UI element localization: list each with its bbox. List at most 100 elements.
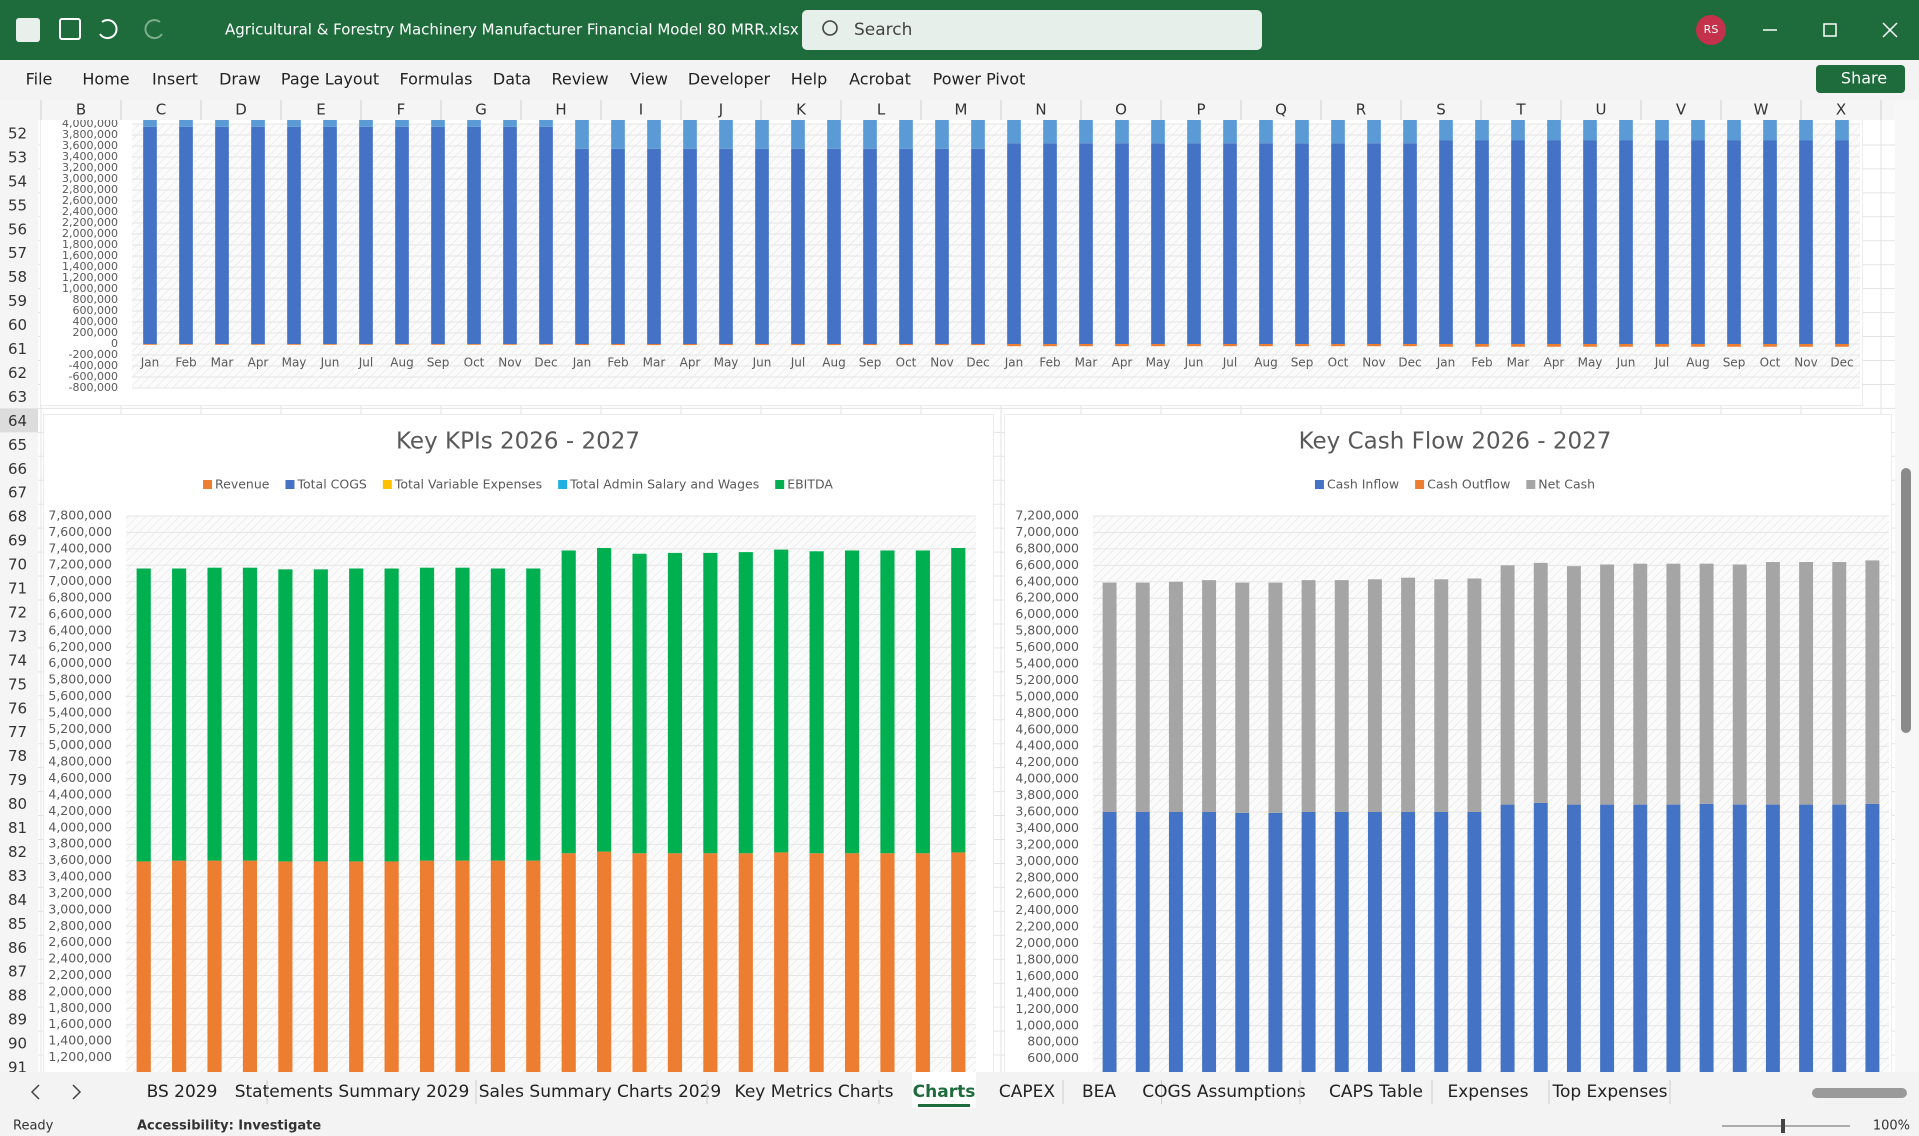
- column-letter[interactable]: T: [1515, 101, 1526, 119]
- search-box[interactable]: [802, 10, 1262, 50]
- menu-item[interactable]: Power Pivot: [933, 70, 1026, 89]
- column-letter[interactable]: S: [1436, 101, 1446, 119]
- row-number[interactable]: 67: [8, 484, 27, 502]
- tab-scroll-buttons[interactable]: [30, 1084, 82, 1100]
- row-number[interactable]: 54: [8, 172, 27, 190]
- row-number[interactable]: 76: [8, 699, 27, 717]
- row-number[interactable]: 52: [8, 124, 27, 142]
- row-number[interactable]: 60: [8, 316, 27, 334]
- row-number[interactable]: 79: [8, 771, 27, 789]
- sheet-tab[interactable]: Key Metrics Charts: [735, 1082, 894, 1102]
- menu-item[interactable]: Page Layout: [281, 70, 379, 89]
- row-number[interactable]: 72: [8, 603, 27, 621]
- row-number[interactable]: 55: [8, 196, 27, 214]
- column-letter[interactable]: O: [1115, 101, 1127, 119]
- sheet-tab[interactable]: Top Expenses: [1551, 1082, 1667, 1102]
- sheet-tab[interactable]: COGS Assumptions: [1142, 1082, 1306, 1102]
- column-letter[interactable]: X: [1836, 101, 1846, 119]
- sheet-tab[interactable]: CAPEX: [999, 1082, 1055, 1102]
- row-number[interactable]: 58: [8, 268, 27, 286]
- redo-button[interactable]: [144, 19, 163, 40]
- sheet-tab[interactable]: Statements Summary 2029: [235, 1082, 470, 1102]
- menu-item[interactable]: File: [26, 70, 53, 89]
- row-number[interactable]: 90: [8, 1035, 27, 1053]
- sheet-tab[interactable]: Sales Summary Charts 2029: [479, 1082, 721, 1102]
- menu-item[interactable]: Home: [82, 70, 129, 89]
- undo-button[interactable]: [99, 19, 118, 40]
- row-number[interactable]: 62: [8, 364, 27, 382]
- row-number[interactable]: 66: [8, 460, 27, 478]
- menu-item[interactable]: Data: [493, 70, 531, 89]
- sheet-tab[interactable]: BEA: [1082, 1082, 1116, 1102]
- column-letter[interactable]: W: [1754, 101, 1769, 119]
- zoom-thumb[interactable]: [1781, 1119, 1785, 1133]
- scroll-thumb[interactable]: [1901, 468, 1911, 733]
- column-letter[interactable]: C: [156, 101, 166, 119]
- save-button[interactable]: [59, 18, 81, 40]
- column-letter[interactable]: U: [1596, 101, 1607, 119]
- row-number[interactable]: 78: [8, 747, 27, 765]
- row-number[interactable]: 56: [8, 220, 27, 238]
- row-number[interactable]: 88: [8, 987, 27, 1005]
- sheet-tab[interactable]: Charts: [913, 1082, 976, 1102]
- column-letter[interactable]: N: [1035, 101, 1046, 119]
- menu-item[interactable]: Insert: [152, 70, 198, 89]
- restore-button[interactable]: [1823, 23, 1837, 37]
- column-letter[interactable]: D: [235, 101, 247, 119]
- column-letter[interactable]: G: [475, 101, 487, 119]
- share-button[interactable]: [1816, 65, 1905, 93]
- column-letter[interactable]: M: [955, 101, 968, 119]
- column-letter[interactable]: P: [1196, 101, 1205, 119]
- sheet-tab[interactable]: Expenses: [1448, 1082, 1529, 1102]
- accessibility-status[interactable]: Accessibility: Investigate: [137, 1119, 321, 1134]
- row-number[interactable]: 85: [8, 915, 27, 933]
- sheet-tab[interactable]: BS 2029: [147, 1082, 218, 1102]
- row-number[interactable]: 63: [8, 388, 27, 406]
- menu-item[interactable]: Acrobat: [849, 70, 911, 89]
- column-letter[interactable]: E: [316, 101, 325, 119]
- row-number[interactable]: 77: [8, 723, 27, 741]
- row-number[interactable]: 65: [8, 436, 27, 454]
- column-letter[interactable]: L: [877, 101, 886, 119]
- column-letter[interactable]: B: [76, 101, 86, 119]
- menu-item[interactable]: Formulas: [399, 70, 472, 89]
- row-number[interactable]: 74: [8, 651, 27, 669]
- row-number[interactable]: 68: [8, 508, 27, 526]
- row-number[interactable]: 59: [8, 292, 27, 310]
- menu-item[interactable]: Draw: [219, 70, 261, 89]
- row-number[interactable]: 87: [8, 963, 27, 981]
- column-letter[interactable]: Q: [1275, 101, 1287, 119]
- row-number[interactable]: 70: [8, 556, 27, 574]
- column-letter[interactable]: H: [555, 101, 566, 119]
- menu-item[interactable]: Help: [791, 70, 827, 89]
- menu-item[interactable]: View: [630, 70, 668, 89]
- column-letter[interactable]: V: [1676, 101, 1687, 119]
- row-number[interactable]: 81: [8, 819, 27, 837]
- row-number[interactable]: 53: [8, 148, 27, 166]
- column-letter[interactable]: J: [718, 101, 723, 119]
- horizontal-scrollbar[interactable]: [1812, 1088, 1907, 1098]
- row-number[interactable]: 57: [8, 244, 27, 262]
- row-number[interactable]: 75: [8, 675, 27, 693]
- menu-item[interactable]: Review: [551, 70, 608, 89]
- row-number[interactable]: 71: [8, 580, 27, 598]
- sheet-tab[interactable]: CAPS Table: [1329, 1082, 1423, 1102]
- user-avatar[interactable]: [1696, 15, 1726, 45]
- column-letter[interactable]: K: [796, 101, 807, 119]
- column-letter[interactable]: I: [639, 101, 643, 119]
- menu-item[interactable]: Developer: [688, 70, 771, 89]
- row-number[interactable]: 69: [8, 532, 27, 550]
- row-number[interactable]: 80: [8, 795, 27, 813]
- row-number[interactable]: 89: [8, 1011, 27, 1029]
- row-number[interactable]: 84: [8, 891, 27, 909]
- row-number[interactable]: 61: [8, 340, 27, 358]
- row-number[interactable]: 64: [8, 412, 27, 430]
- row-number[interactable]: 86: [8, 939, 27, 957]
- row-number[interactable]: 83: [8, 867, 27, 885]
- y-tick-label: 1,200,000: [1015, 1001, 1079, 1016]
- row-number[interactable]: 73: [8, 627, 27, 645]
- column-letter[interactable]: R: [1356, 101, 1366, 119]
- close-button[interactable]: [1882, 22, 1898, 38]
- row-number[interactable]: 82: [8, 843, 27, 861]
- column-letter[interactable]: F: [397, 101, 406, 119]
